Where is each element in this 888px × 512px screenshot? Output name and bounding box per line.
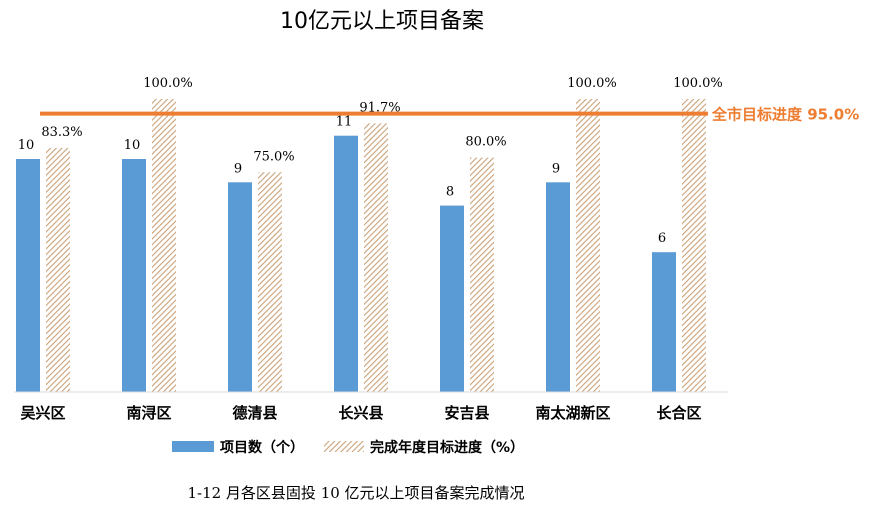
chart-title: 10亿元以上项目备案 — [280, 9, 484, 34]
bar-group — [16, 99, 706, 392]
bar-progress — [364, 123, 388, 392]
value-label-count: 9 — [234, 161, 242, 176]
value-label-count: 10 — [18, 138, 35, 153]
bar-progress — [46, 147, 70, 392]
value-label-progress: 80.0% — [465, 135, 506, 150]
bar-progress — [576, 99, 600, 392]
legend-label-progress: 完成年度目标进度（%） — [370, 439, 524, 456]
category-label: 长兴县 — [338, 404, 383, 422]
category-label: 吴兴区 — [20, 404, 65, 422]
value-label-count: 6 — [658, 231, 666, 246]
value-label-progress: 83.3% — [41, 125, 82, 140]
bar-progress — [470, 157, 494, 392]
value-label-progress: 75.0% — [253, 149, 294, 164]
bar-project-count — [440, 205, 464, 392]
bar-project-count — [652, 252, 676, 392]
bar-progress — [258, 172, 282, 392]
category-label: 长合区 — [656, 404, 701, 422]
value-label-count: 10 — [124, 138, 141, 153]
category-labels: 吴兴区 南浔区 德清县 长兴县 安吉县 南太湖新区 长合区 — [20, 404, 701, 422]
bar-progress — [152, 99, 176, 392]
bar-project-count — [334, 135, 358, 392]
bar-project-count — [16, 159, 40, 392]
value-labels: 10 83.3% 10 100.0% 9 75.0% 11 91.7% 8 80.0% 9 100.0… — [18, 76, 723, 246]
value-label-progress: 100.0% — [673, 76, 723, 91]
category-label: 南太湖新区 — [535, 404, 610, 422]
target-label: 全市目标进度 95.0% — [711, 106, 859, 124]
legend-swatch-count — [172, 441, 214, 452]
chart-caption: 1-12 月各区县固投 10 亿元以上项目备案完成情况 — [187, 484, 524, 502]
legend-swatch-progress — [324, 441, 364, 452]
value-label-progress: 91.7% — [359, 100, 400, 115]
category-label: 安吉县 — [444, 404, 489, 422]
legend: 项目数（个） 完成年度目标进度（%） — [172, 439, 524, 456]
bar-project-count — [546, 182, 570, 392]
value-label-count: 8 — [446, 185, 454, 200]
value-label-count: 11 — [336, 115, 353, 130]
category-label: 德清县 — [232, 404, 277, 422]
value-label-progress: 100.0% — [143, 76, 193, 91]
category-label: 南浔区 — [126, 404, 171, 422]
value-label-count: 9 — [552, 161, 560, 176]
bar-progress — [682, 99, 706, 392]
value-label-progress: 100.0% — [567, 76, 617, 91]
bar-project-count — [228, 182, 252, 392]
bar-project-count — [122, 159, 146, 392]
legend-label-count: 项目数（个） — [220, 439, 304, 456]
